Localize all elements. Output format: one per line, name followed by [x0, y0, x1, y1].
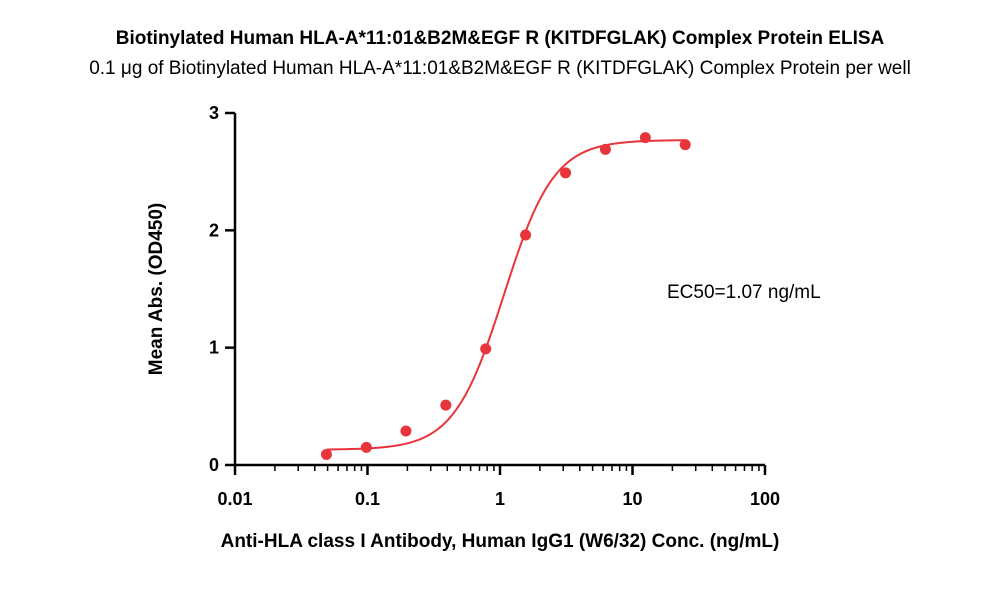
fit-curve	[326, 139, 686, 451]
x-axis-label: Anti-HLA class I Antibody, Human IgG1 (W…	[221, 531, 780, 552]
x-tick-label: 1	[495, 489, 505, 509]
y-axis-label: Mean Abs. (OD450)	[146, 203, 167, 375]
x-tick-label: 0.01	[217, 489, 252, 509]
x-ticks: 0.01 0.1 1 10 100	[217, 465, 780, 509]
data-point	[360, 441, 372, 453]
y-tick-label: 2	[209, 220, 219, 240]
data-point	[639, 132, 651, 144]
y-ticks: 0 1 2 3	[209, 103, 235, 475]
x-tick-label: 0.1	[355, 489, 380, 509]
data-point	[599, 143, 611, 155]
y-tick-label: 3	[209, 103, 219, 123]
data-point	[560, 167, 572, 179]
chart-title: Biotinylated Human HLA-A*11:01&B2M&EGF R…	[115, 28, 885, 49]
x-tick-label: 100	[750, 489, 780, 509]
data-point	[440, 399, 452, 411]
x-tick-label: 10	[622, 489, 642, 509]
ec50-annotation: EC50=1.07 ng/mL	[667, 282, 821, 303]
data-point	[400, 425, 412, 437]
data-point	[480, 343, 492, 355]
y-tick-label: 0	[209, 455, 219, 475]
data-points	[320, 132, 691, 460]
data-point	[679, 139, 691, 151]
chart-subtitle: 0.1 μg of Biotinylated Human HLA-A*11:01…	[89, 58, 911, 79]
data-point	[320, 448, 332, 460]
data-point	[520, 229, 532, 241]
y-tick-label: 1	[209, 338, 219, 358]
